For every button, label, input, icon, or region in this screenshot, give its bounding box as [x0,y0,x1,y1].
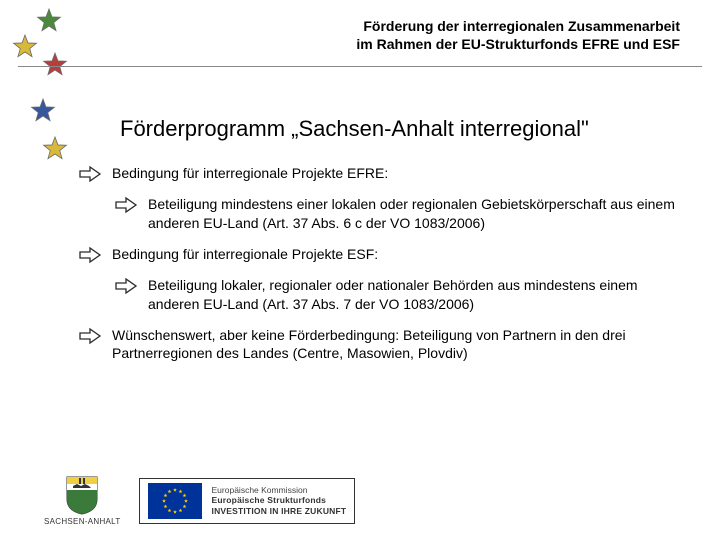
bullet-efre-detail: Beteiligung mindestens einer lokalen ode… [114,195,692,233]
decorative-stars [6,4,78,162]
star-icon [42,52,68,78]
bullet-esf-heading: Bedingung für interregionale Projekte ES… [78,245,692,264]
eu-text: Europäische Kommission Europäische Struk… [212,485,347,517]
bullet-text: Bedingung für interregionale Projekte ES… [112,245,692,264]
header: Förderung der interregionalen Zusammenar… [100,18,680,53]
arrow-icon [114,277,138,295]
eu-line-3: INVESTITION IN IHRE ZUKUNFT [212,506,347,517]
arrow-icon [78,165,102,183]
bullet-efre-heading: Bedingung für interregionale Projekte EF… [78,164,692,183]
bullet-text: Beteiligung lokaler, regionaler oder nat… [148,276,692,314]
arrow-icon [78,327,102,345]
bullet-esf-detail: Beteiligung lokaler, regionaler oder nat… [114,276,692,314]
eu-commission-box: Europäische Kommission Europäische Struk… [139,478,356,524]
star-icon [12,34,38,60]
divider [18,66,702,67]
sachsen-anhalt-label: SACHSEN-ANHALT [44,517,121,526]
bullet-text: Bedingung für interregionale Projekte EF… [112,164,692,183]
star-icon [36,8,62,34]
star-icon [42,136,68,162]
bullet-text: Beteiligung mindestens einer lokalen ode… [148,195,692,233]
arrow-icon [114,196,138,214]
header-line-1: Förderung der interregionalen Zusammenar… [100,18,680,36]
bullet-wish: Wünschenswert, aber keine Förderbedingun… [78,326,692,364]
header-line-2: im Rahmen der EU-Strukturfonds EFRE und … [100,36,680,54]
shield-icon [65,475,99,515]
bullet-text: Wünschenswert, aber keine Förderbedingun… [112,326,692,364]
content: Bedingung für interregionale Projekte EF… [78,164,692,375]
eu-line-2: Europäische Strukturfonds [212,495,347,506]
footer: SACHSEN-ANHALT Europäische Kommission Eu… [44,475,355,526]
eu-line-1: Europäische Kommission [212,485,347,496]
page-title: Förderprogramm „Sachsen-Anhalt interregi… [120,116,589,142]
arrow-icon [78,246,102,264]
star-icon [30,98,56,124]
sachsen-anhalt-logo: SACHSEN-ANHALT [44,475,121,526]
eu-flag-icon [148,483,202,519]
